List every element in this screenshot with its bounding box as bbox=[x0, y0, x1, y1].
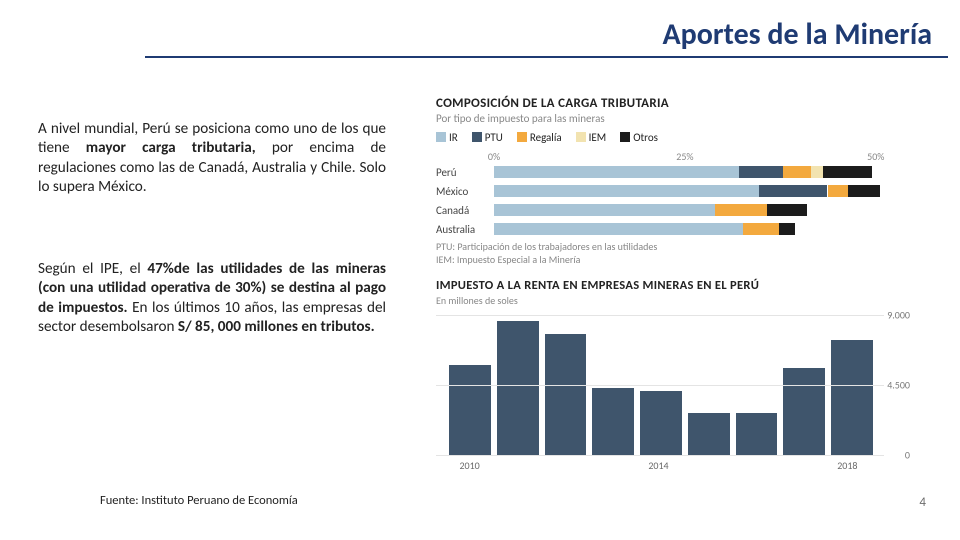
chart2-plot: 9.0004.5000 bbox=[436, 315, 906, 455]
chart2-title: IMPUESTO A LA RENTA EN EMPRESAS MINERAS … bbox=[436, 278, 936, 293]
chart2-xtick bbox=[493, 459, 540, 472]
chart2-xtick bbox=[682, 459, 729, 472]
chart2-xtick: 2010 bbox=[446, 459, 493, 472]
legend-swatch bbox=[472, 132, 482, 142]
chart-income-tax: IMPUESTO A LA RENTA EN EMPRESAS MINERAS … bbox=[436, 278, 936, 472]
title-rule bbox=[145, 56, 948, 58]
chart1-seg bbox=[494, 185, 759, 197]
chart1-row-label: Perú bbox=[436, 166, 494, 179]
chart1-row-bar bbox=[494, 223, 936, 235]
page-number: 4 bbox=[919, 495, 926, 510]
chart1-axis: 0%25%50% bbox=[494, 150, 936, 162]
chart1-seg bbox=[848, 185, 880, 197]
legend-label: IR bbox=[449, 131, 458, 144]
chart1-foot-l2: IEM: Impuesto Especial a la Minería bbox=[436, 254, 936, 267]
p2-pre: Según el IPE, el bbox=[38, 260, 147, 278]
legend-item: Regalía bbox=[517, 131, 562, 144]
chart1-row-label: Canadá bbox=[436, 204, 494, 217]
chart1-seg bbox=[759, 185, 827, 197]
chart1-row-bar bbox=[494, 204, 936, 216]
legend-swatch bbox=[620, 132, 630, 142]
chart2-grid bbox=[436, 315, 884, 316]
chart1-axis-tick: 0% bbox=[488, 150, 500, 163]
chart2-xtick: 2018 bbox=[824, 459, 871, 472]
chart1-seg bbox=[828, 185, 848, 197]
p1-bold: mayor carga tributaria, bbox=[86, 139, 256, 157]
chart2-bar bbox=[592, 388, 634, 455]
legend-label: Regalía bbox=[530, 131, 562, 144]
paragraph-1: A nivel mundial, Perú se posiciona como … bbox=[38, 120, 386, 198]
chart1-row-bar bbox=[494, 166, 936, 178]
chart1-seg bbox=[715, 204, 767, 216]
legend-swatch bbox=[576, 132, 586, 142]
chart1-seg bbox=[494, 204, 715, 216]
legend-label: PTU bbox=[485, 131, 503, 144]
chart1-seg bbox=[779, 223, 795, 235]
chart2-grid bbox=[436, 455, 884, 456]
chart1-foot-l1: PTU: Participación de los trabajadores e… bbox=[436, 241, 936, 254]
chart2-bar bbox=[545, 334, 587, 455]
chart1-footnote: PTU: Participación de los trabajadores e… bbox=[436, 241, 936, 266]
chart2-ylabel: 9.000 bbox=[887, 309, 910, 322]
legend-label: IEM bbox=[589, 131, 607, 144]
chart1-subtitle: Por tipo de impuesto para las mineras bbox=[436, 112, 936, 125]
legend-swatch bbox=[517, 132, 527, 142]
chart1-seg bbox=[739, 166, 783, 178]
chart2-xtick bbox=[588, 459, 635, 472]
source-note: Fuente: Instituto Peruano de Economía bbox=[100, 493, 298, 508]
legend-label: Otros bbox=[633, 131, 658, 144]
legend-item: IEM bbox=[576, 131, 607, 144]
chart2-xtick bbox=[729, 459, 776, 472]
p2-bold2: S/ 85, 000 millones en tributos. bbox=[178, 318, 375, 336]
chart1-row-label: México bbox=[436, 185, 494, 198]
chart1-seg bbox=[823, 166, 871, 178]
chart2-xtick bbox=[540, 459, 587, 472]
chart2-subtitle: En millones de soles bbox=[436, 294, 936, 307]
chart2-xtick: 2014 bbox=[635, 459, 682, 472]
chart2-bar bbox=[831, 340, 873, 455]
chart2-bar bbox=[688, 413, 730, 455]
chart1-axis-tick: 50% bbox=[867, 150, 884, 163]
chart1-row-label: Australia bbox=[436, 223, 494, 236]
chart1-legend: IR PTU Regalía IEM Otros bbox=[436, 131, 936, 144]
chart2-bar bbox=[497, 321, 539, 455]
chart2-grid bbox=[436, 385, 884, 386]
chart1-row: Perú bbox=[436, 164, 936, 180]
chart2-bar bbox=[736, 413, 778, 455]
chart2-ylabel: 0 bbox=[905, 449, 910, 462]
chart1-row: México bbox=[436, 183, 936, 199]
chart1-seg bbox=[743, 223, 779, 235]
chart2-ylabel: 4.500 bbox=[887, 379, 910, 392]
chart1-row: Australia bbox=[436, 221, 936, 237]
paragraph-2: Según el IPE, el 47%de las utilidades de… bbox=[38, 260, 386, 338]
legend-item: PTU bbox=[472, 131, 503, 144]
chart1-row-bar bbox=[494, 185, 936, 197]
chart1-seg bbox=[494, 223, 743, 235]
chart1-title: COMPOSICIÓN DE LA CARGA TRIBUTARIA bbox=[436, 96, 936, 111]
chart1-seg bbox=[783, 166, 811, 178]
page-title: Aportes de la Minería bbox=[662, 16, 932, 53]
chart1-row: Canadá bbox=[436, 202, 936, 218]
legend-swatch bbox=[436, 132, 446, 142]
chart-tax-composition: COMPOSICIÓN DE LA CARGA TRIBUTARIA Por t… bbox=[436, 96, 936, 266]
chart2-bar bbox=[783, 368, 825, 455]
chart1-seg bbox=[811, 166, 823, 178]
chart2-bar bbox=[449, 365, 491, 455]
chart1-seg bbox=[494, 166, 739, 178]
chart1-rows: Perú México Canadá Australia bbox=[436, 164, 936, 237]
chart1-seg bbox=[767, 204, 807, 216]
legend-item: IR bbox=[436, 131, 458, 144]
legend-item: Otros bbox=[620, 131, 658, 144]
chart1-axis-tick: 25% bbox=[676, 150, 693, 163]
chart2-xticks: 2010 2014 2018 bbox=[436, 459, 881, 472]
body-text: A nivel mundial, Perú se posiciona como … bbox=[38, 120, 386, 400]
chart2-bar bbox=[640, 391, 682, 455]
chart2-xtick bbox=[777, 459, 824, 472]
